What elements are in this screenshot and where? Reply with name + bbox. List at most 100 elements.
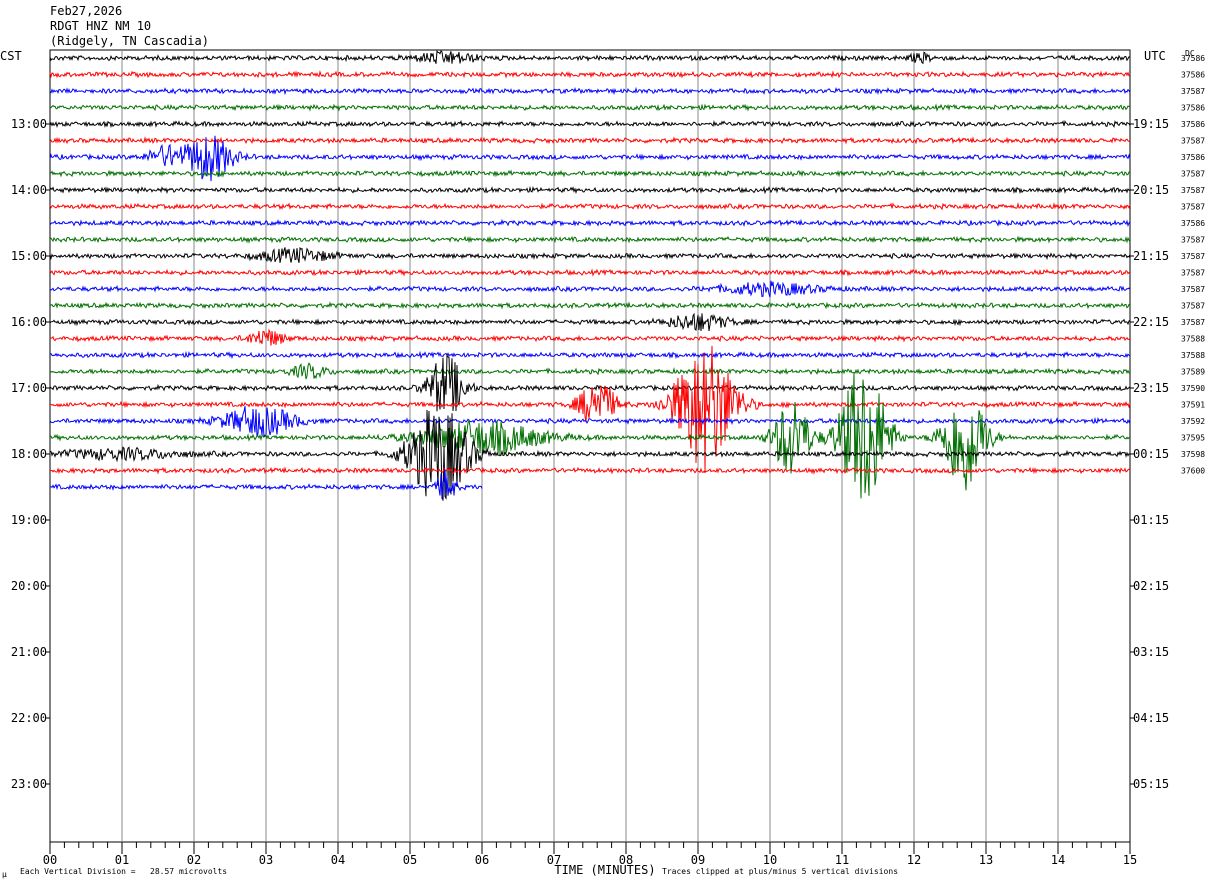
seismic-trace	[49, 409, 1131, 501]
dc-offset-label: 37589	[1181, 368, 1205, 377]
x-tick-label: 09	[691, 853, 705, 867]
right-hour-label: 04:15	[1133, 711, 1169, 725]
seismic-trace	[49, 202, 1131, 211]
dc-offset-label: 37587	[1181, 252, 1205, 261]
right-hour-label: 19:15	[1133, 117, 1169, 131]
dc-offset-label: 37587	[1181, 285, 1205, 294]
logo-mark: µ	[2, 870, 7, 879]
left-hour-label: 23:00	[11, 777, 47, 791]
x-axis-title: TIME (MINUTES)	[554, 863, 655, 877]
dc-offset-label: 37587	[1181, 87, 1205, 96]
x-tick-label: 11	[835, 853, 849, 867]
seismic-trace	[49, 49, 1131, 65]
left-hour-label: 13:00	[11, 117, 47, 131]
x-tick-label: 03	[259, 853, 273, 867]
dc-offset-label: 37586	[1181, 104, 1205, 113]
right-timezone-label: UTC	[1144, 49, 1166, 63]
seismic-trace	[49, 373, 1131, 499]
dc-offset-label: 37600	[1181, 467, 1205, 476]
seismic-trace	[49, 86, 1131, 96]
left-hour-label: 15:00	[11, 249, 47, 263]
left-timezone-label: CST	[0, 49, 22, 63]
seismic-trace	[49, 268, 1131, 277]
dc-offset-label: 37586	[1181, 54, 1205, 63]
x-tick-label: 06	[475, 853, 489, 867]
seismic-trace	[49, 119, 1131, 129]
left-hour-label: 17:00	[11, 381, 47, 395]
seismic-trace	[49, 469, 483, 500]
x-tick-label: 02	[187, 853, 201, 867]
scale-note: Each Vertical Division = 28.57 microvolt…	[20, 867, 228, 876]
left-hour-label: 18:00	[11, 447, 47, 461]
seismic-trace	[49, 350, 1131, 360]
seismic-trace	[49, 69, 1131, 79]
right-hour-label: 01:15	[1133, 513, 1169, 527]
seismic-trace	[49, 345, 1131, 473]
dc-offset-label: 37590	[1181, 384, 1205, 393]
x-tick-label: 01	[115, 853, 129, 867]
dc-header: DC	[1185, 49, 1195, 58]
x-tick-label: 04	[331, 853, 345, 867]
seismic-trace	[49, 135, 1131, 182]
x-tick-label: 07	[547, 853, 561, 867]
dc-offset-label: 37587	[1181, 186, 1205, 195]
right-hour-label: 23:15	[1133, 381, 1169, 395]
left-hour-label: 20:00	[11, 579, 47, 593]
dc-offset-label: 37592	[1181, 417, 1205, 426]
dc-offset-label: 37586	[1181, 71, 1205, 80]
dc-offset-label: 37587	[1181, 170, 1205, 179]
seismic-trace	[49, 280, 1131, 298]
left-hour-label: 16:00	[11, 315, 47, 329]
seismic-trace	[49, 136, 1131, 145]
seismic-trace	[49, 103, 1131, 112]
right-hour-label: 03:15	[1133, 645, 1169, 659]
left-hour-label: 21:00	[11, 645, 47, 659]
dc-offset-label: 37587	[1181, 203, 1205, 212]
seismic-trace	[49, 246, 1131, 263]
x-tick-label: 15	[1123, 853, 1137, 867]
right-hour-label: 21:15	[1133, 249, 1169, 263]
dc-offset-label: 37587	[1181, 236, 1205, 245]
clip-note: Traces clipped at plus/minus 5 vertical …	[662, 867, 899, 876]
dc-offset-label: 37598	[1181, 450, 1205, 459]
seismic-trace	[49, 466, 1131, 475]
seismic-trace	[49, 218, 1131, 228]
x-tick-label: 13	[979, 853, 993, 867]
right-hour-label: 05:15	[1133, 777, 1169, 791]
seismic-trace	[49, 312, 1131, 332]
seismic-trace	[49, 353, 1131, 412]
dc-offset-label: 37591	[1181, 401, 1205, 410]
dc-offset-label: 37587	[1181, 137, 1205, 146]
right-hour-label: 20:15	[1133, 183, 1169, 197]
plot-frame	[49, 49, 1131, 843]
header-location: (Ridgely, TN Cascadia)	[50, 34, 209, 48]
left-hour-label: 22:00	[11, 711, 47, 725]
dc-offset-label: 37587	[1181, 269, 1205, 278]
header-station: RDGT HNZ NM 10	[50, 19, 152, 33]
seismic-trace	[50, 169, 1131, 178]
x-tick-label: 14	[1051, 853, 1065, 867]
seismic-trace	[49, 328, 1131, 346]
seismic-trace	[49, 406, 1131, 439]
right-hour-label: 00:15	[1133, 447, 1169, 461]
right-hour-label: 02:15	[1133, 579, 1169, 593]
left-hour-label: 14:00	[11, 183, 47, 197]
dc-offset-label: 37587	[1181, 318, 1205, 327]
seismic-trace	[49, 301, 1131, 310]
dc-offset-label: 37587	[1181, 302, 1205, 311]
dc-offset-label: 37586	[1181, 219, 1205, 228]
dc-offset-label: 37588	[1181, 351, 1205, 360]
dc-offset-label: 37586	[1181, 153, 1205, 162]
dc-offset-label: 37595	[1181, 434, 1205, 443]
x-tick-label: 08	[619, 853, 633, 867]
dc-offset-label: 37586	[1181, 120, 1205, 129]
seismic-trace	[49, 362, 1131, 380]
x-tick-label: 12	[907, 853, 921, 867]
x-tick-label: 10	[763, 853, 777, 867]
seismic-trace	[49, 185, 1131, 195]
left-hour-label: 19:00	[11, 513, 47, 527]
x-tick-label: 00	[43, 853, 57, 867]
seismic-trace	[49, 235, 1131, 244]
header-date: Feb27,2026	[50, 4, 123, 18]
